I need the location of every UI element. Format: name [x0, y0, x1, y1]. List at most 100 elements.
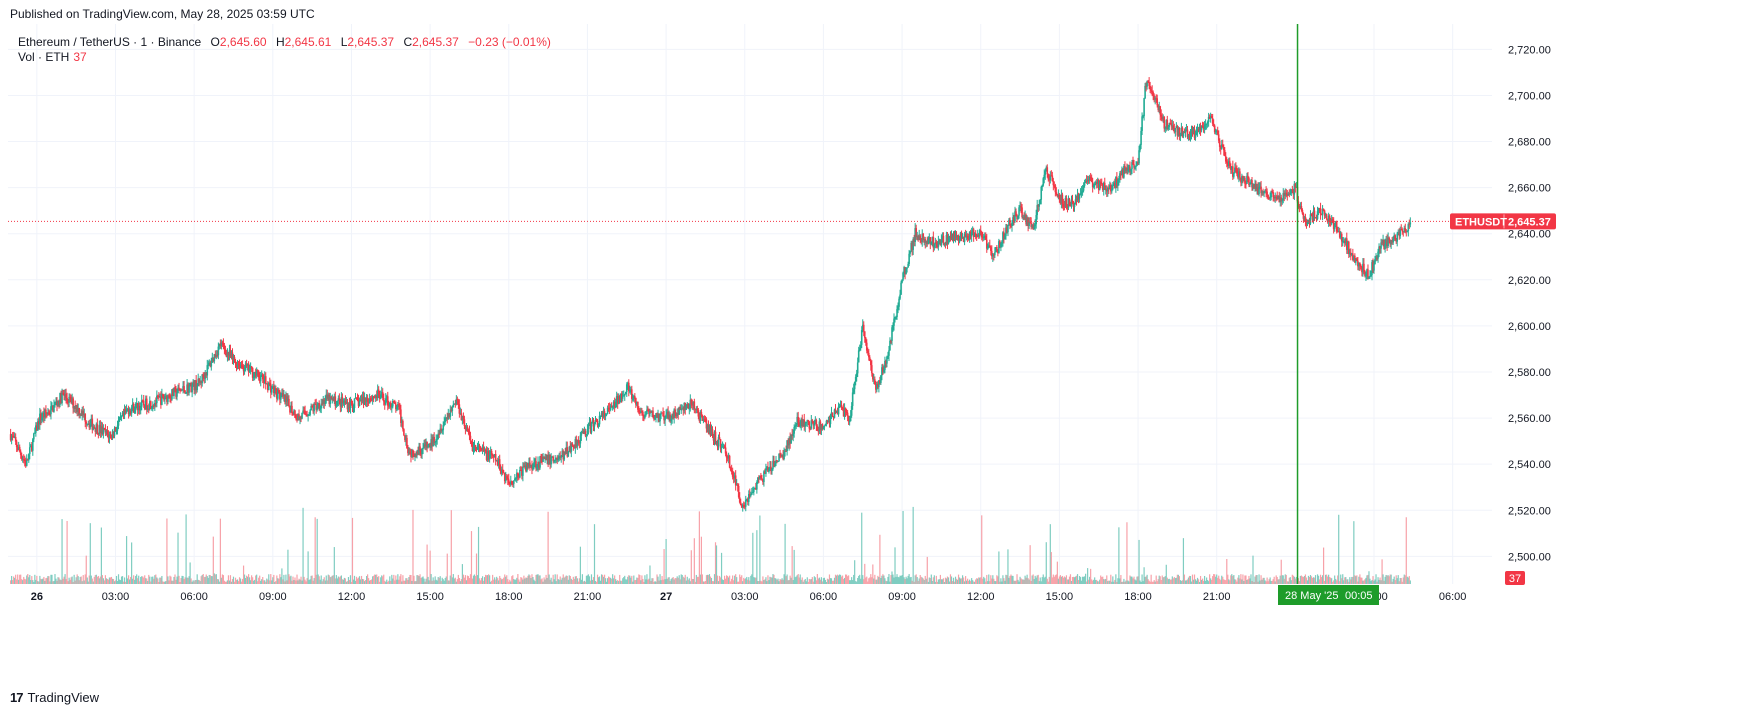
candle-body: [1127, 169, 1129, 171]
volume-bar: [587, 574, 590, 584]
volume-bar: [204, 576, 206, 584]
candle-body: [114, 428, 117, 432]
candle-body: [755, 488, 757, 490]
candle-body: [1099, 181, 1102, 183]
crosshair-time: 00:05: [1345, 590, 1373, 602]
candle-body: [869, 357, 871, 361]
volume-bar: [182, 576, 184, 584]
candle-body: [707, 424, 710, 433]
candle-body: [1020, 206, 1022, 208]
candle-body: [1036, 205, 1038, 216]
volume-bar: [1175, 577, 1177, 584]
candle-body: [1100, 182, 1103, 185]
volume-bar: [452, 574, 454, 584]
volume-bar: [308, 579, 310, 584]
high-label: H: [275, 35, 285, 49]
candle-body: [468, 430, 471, 436]
volume-bar: [1047, 581, 1049, 584]
volume-bar: [202, 574, 204, 584]
volume-bar: [301, 580, 303, 584]
x-tick-label: 18:00: [1124, 591, 1152, 603]
volume-bar: [836, 574, 839, 584]
candle-body: [273, 386, 275, 394]
candle-body: [1019, 206, 1021, 208]
candle-body: [1081, 190, 1084, 192]
candle-body: [1117, 180, 1119, 186]
volume-bar: [63, 576, 65, 584]
volume-bar: [156, 577, 158, 584]
volume-bar: [920, 576, 922, 584]
volume-bar: [1293, 576, 1295, 584]
volume-bar: [236, 579, 239, 584]
candle-body: [1005, 227, 1007, 237]
footer-branding[interactable]: 17 TradingView: [10, 690, 99, 705]
candle-body: [414, 455, 416, 457]
volume-bar: [557, 579, 559, 584]
volume-bar: [676, 576, 678, 584]
candle-body: [438, 433, 441, 435]
candle-body: [222, 343, 225, 346]
price-axis[interactable]: 2,500.002,520.002,540.002,560.002,580.00…: [1508, 44, 1551, 563]
volume-bar: [487, 575, 489, 584]
volume-bar: [66, 521, 68, 584]
volume-bar: [1221, 575, 1223, 584]
volume-bar: [100, 527, 102, 584]
candle-body: [21, 459, 24, 461]
candle-body: [1346, 241, 1349, 250]
candle-body: [1102, 182, 1105, 191]
volume-bar: [1345, 577, 1347, 584]
volume-bar: [649, 565, 651, 584]
volume-bar: [356, 578, 359, 584]
symbol-legend[interactable]: Ethereum / TetherUS · 1 · Binance O2,645…: [18, 34, 551, 50]
candle-body: [897, 306, 899, 310]
volume-bar: [614, 575, 616, 584]
volume-bar: [1182, 538, 1185, 584]
volume-bar: [1160, 580, 1162, 584]
volume-bar: [1325, 574, 1327, 584]
candle-body: [426, 442, 428, 448]
volume-bar: [178, 575, 180, 584]
candle-body: [212, 357, 215, 362]
candle-body: [134, 403, 137, 411]
volume-bar: [1282, 575, 1284, 584]
volume-bar: [406, 578, 408, 584]
volume-bar: [1188, 575, 1191, 584]
candle-body: [978, 230, 981, 237]
volume-bar: [1013, 580, 1015, 584]
candle-body: [493, 454, 496, 458]
candle-body: [561, 450, 564, 457]
candle-body: [767, 467, 769, 472]
volume-bar: [254, 579, 256, 584]
candle-body: [444, 418, 447, 422]
candle-body: [182, 386, 184, 390]
candle-body: [666, 411, 668, 415]
candle-body: [409, 452, 411, 454]
volume-bar: [457, 574, 459, 584]
candle-body: [610, 405, 613, 408]
candle-body: [543, 456, 545, 459]
candle-body: [328, 394, 331, 405]
volume-bar: [321, 581, 323, 584]
candle-body: [1140, 130, 1142, 145]
candle-body: [1289, 193, 1292, 195]
volume-bar: [54, 574, 56, 584]
candle-body: [655, 413, 657, 417]
candle-body: [539, 456, 541, 468]
candle-body: [937, 241, 940, 247]
volume-bar: [323, 577, 325, 584]
time-axis[interactable]: 26 03:00 06:00 09:00 12:00 15:00 18:00 21:00 27 0…: [31, 591, 1467, 603]
volume-bar: [1263, 577, 1265, 584]
volume-legend[interactable]: Vol · ETH 37: [18, 50, 87, 64]
volume-bar: [1284, 574, 1286, 584]
volume-bar: [950, 576, 953, 584]
candle-body: [203, 376, 206, 379]
candle-body: [1263, 191, 1265, 194]
candle-body: [204, 372, 207, 379]
candle-body: [1364, 272, 1366, 276]
volume-bar: [674, 578, 676, 584]
volume-bar: [98, 578, 100, 584]
symbol-title[interactable]: Ethereum / TetherUS · 1 · Binance: [18, 35, 202, 49]
candle-body: [735, 484, 738, 486]
volume-bar: [115, 575, 118, 584]
